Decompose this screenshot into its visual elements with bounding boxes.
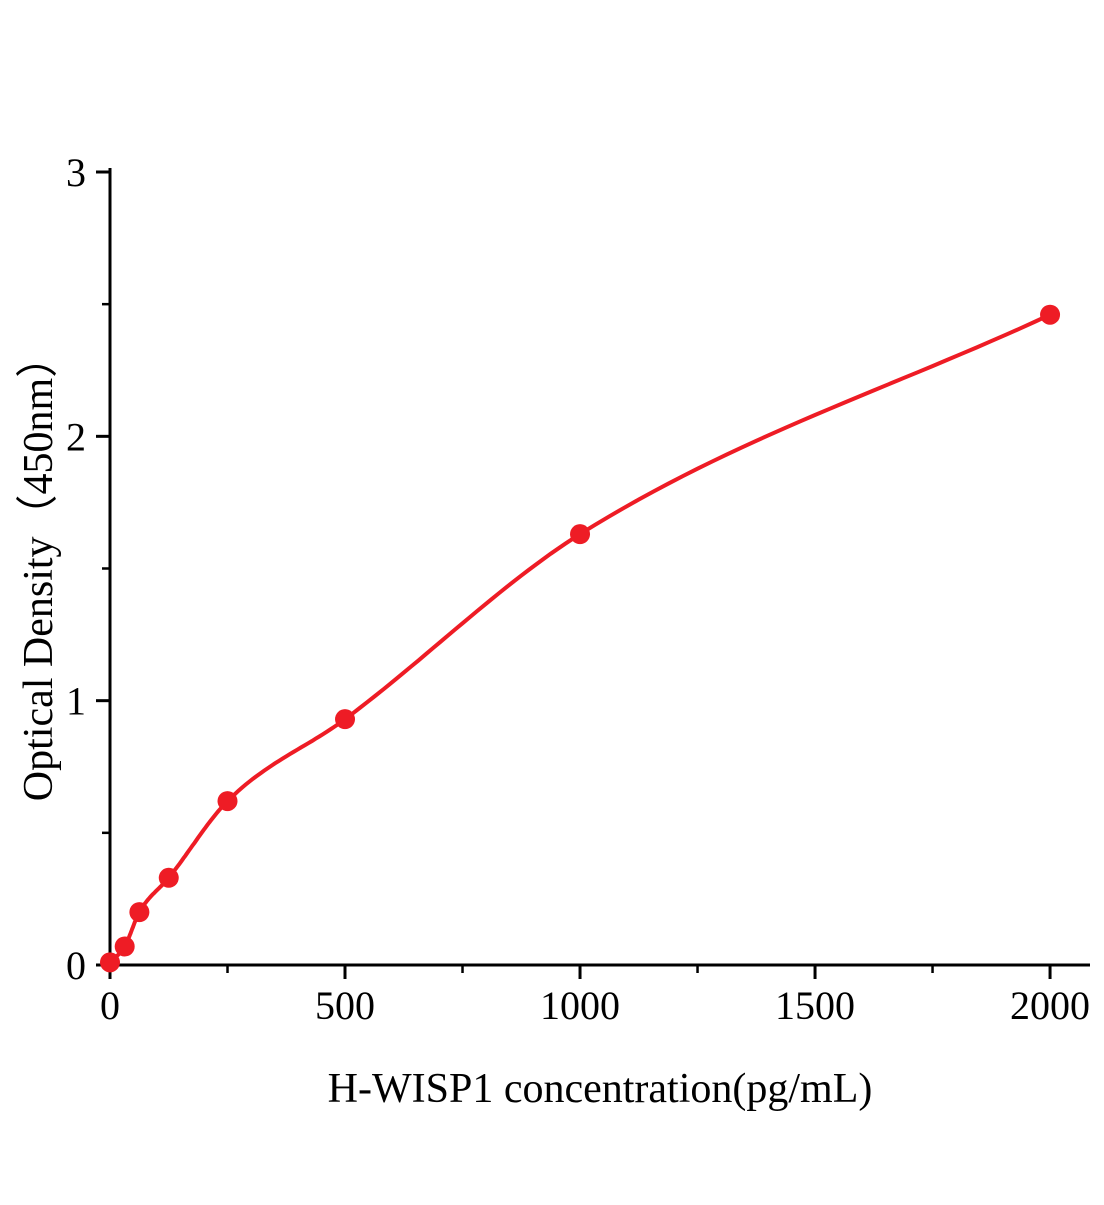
data-point-marker: [158, 867, 179, 888]
y-tick-label: 1: [66, 679, 86, 724]
data-point-marker: [1040, 304, 1061, 325]
data-point-marker: [100, 952, 120, 973]
x-tick-label: 500: [315, 983, 375, 1028]
data-point-marker: [217, 791, 238, 812]
data-point-marker: [129, 902, 150, 923]
x-tick-label: 1500: [775, 983, 855, 1028]
fit-curve: [108, 312, 1052, 965]
data-point-marker: [335, 709, 356, 730]
data-point-marker: [114, 936, 135, 957]
x-tick-label: 2000: [1010, 983, 1090, 1028]
x-tick-label: 1000: [540, 983, 620, 1028]
y-tick-label: 3: [66, 150, 86, 195]
y-tick-label: 0: [66, 943, 86, 988]
data-point-marker: [570, 524, 591, 545]
x-tick-label: 0: [100, 983, 120, 1028]
x-axis-label: H-WISP1 concentration(pg/mL): [328, 1066, 873, 1112]
y-tick-label: 2: [66, 414, 86, 459]
y-axis-label: Optical Density（450nm）: [16, 336, 62, 801]
